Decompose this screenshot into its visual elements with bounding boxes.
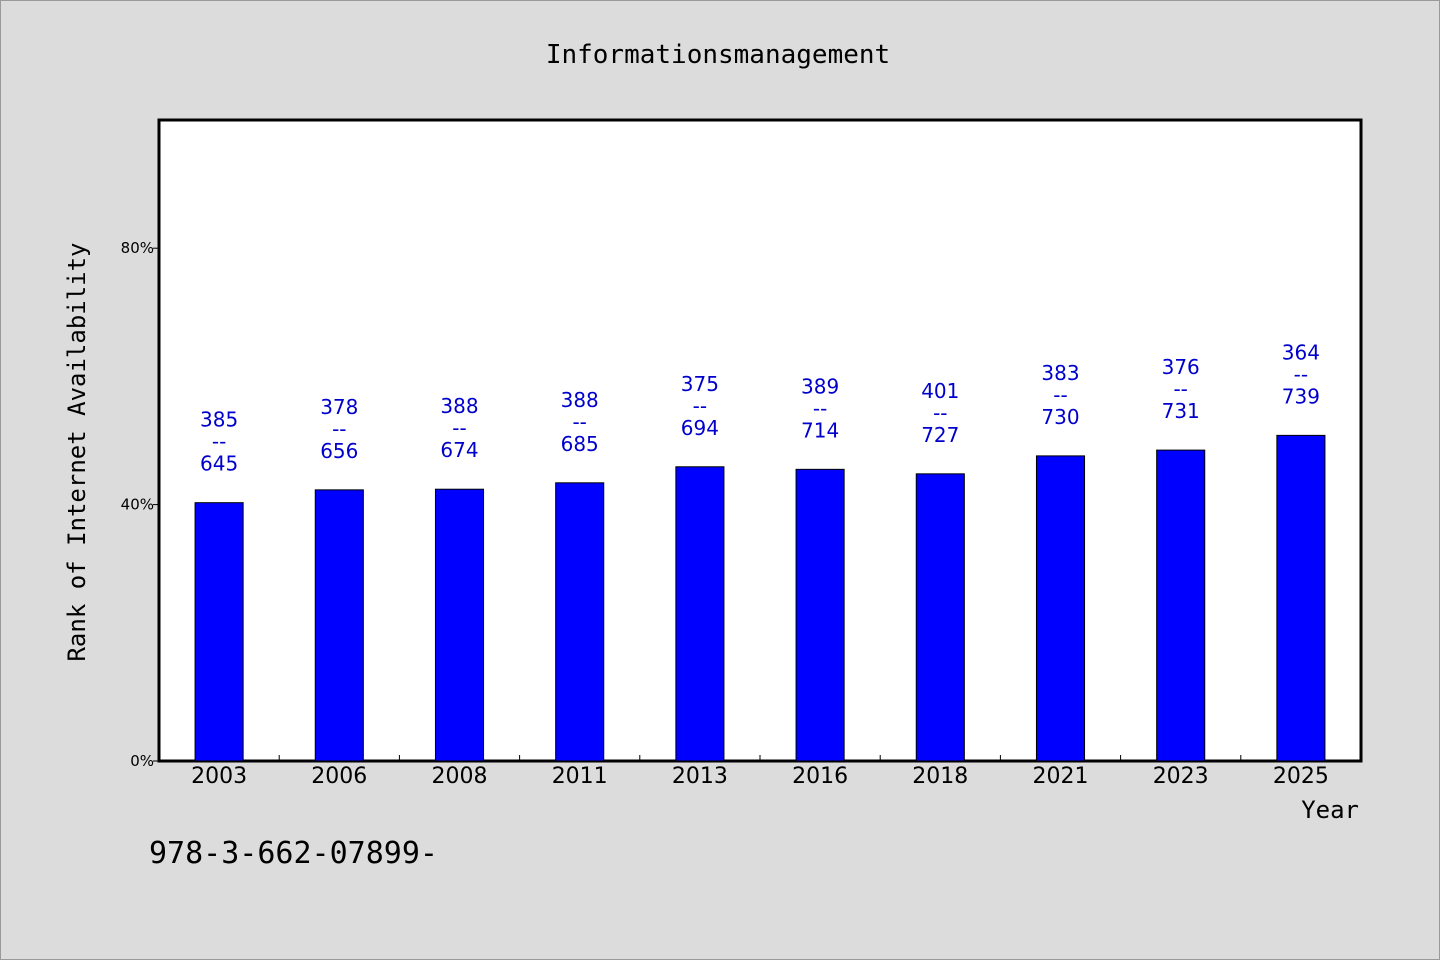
x-axis-ticks: 2003 2006 2008 2011 2013 2016 2018 2021 2023 2025 xyxy=(191,755,1329,789)
data-label-bottom: 674 xyxy=(440,438,478,462)
data-label-sep: -- xyxy=(813,396,827,420)
chart-title: Informationsmanagement xyxy=(546,40,890,70)
x-tick-label: 2018 xyxy=(912,764,968,789)
data-label-sep: -- xyxy=(212,430,226,454)
x-tick-label: 2016 xyxy=(792,764,848,789)
bar-2003 xyxy=(194,502,244,762)
y-axis-ticks: 0% 40% 80% xyxy=(121,239,159,770)
data-label-2025: 364--739 xyxy=(1282,340,1320,408)
data-label-bottom: 685 xyxy=(561,432,599,456)
data-label-2023: 376--731 xyxy=(1162,355,1200,423)
data-label-2011: 388--685 xyxy=(561,388,599,456)
bar-series xyxy=(194,434,1326,762)
data-label-sep: -- xyxy=(933,401,947,425)
bar-2008 xyxy=(434,488,485,762)
data-label-bottom: 645 xyxy=(200,452,238,476)
data-label-2003: 385--645 xyxy=(200,408,238,476)
data-label-2013: 375--694 xyxy=(681,372,719,440)
data-label-top: 378 xyxy=(320,395,358,419)
x-tick-label: 2023 xyxy=(1153,764,1209,789)
data-label-2008: 388--674 xyxy=(440,394,478,462)
y-tick-label: 40% xyxy=(121,496,154,514)
data-label-bottom: 731 xyxy=(1162,399,1200,423)
data-label-top: 388 xyxy=(561,388,599,412)
data-label-bottom: 656 xyxy=(320,439,358,463)
data-label-bottom: 727 xyxy=(921,423,959,447)
data-label-top: 383 xyxy=(1041,361,1079,385)
y-tick-label: 80% xyxy=(121,239,154,257)
x-tick-label: 2003 xyxy=(191,764,247,789)
data-label-top: 385 xyxy=(200,408,238,432)
data-label-bottom: 739 xyxy=(1282,384,1320,408)
x-tick-label: 2008 xyxy=(432,764,488,789)
bar-2006 xyxy=(314,489,364,762)
data-label-sep: -- xyxy=(1053,383,1067,407)
data-label-top: 376 xyxy=(1162,355,1200,379)
x-tick-label: 2025 xyxy=(1273,764,1329,789)
bar-2016 xyxy=(795,468,845,762)
data-label-top: 375 xyxy=(681,372,719,396)
data-label-sep: -- xyxy=(693,394,707,418)
data-label-top: 401 xyxy=(921,379,959,403)
bar-2013 xyxy=(675,466,725,762)
x-tick-label: 2021 xyxy=(1033,764,1089,789)
data-label-bottom: 730 xyxy=(1041,405,1079,429)
data-label-sep: -- xyxy=(572,410,586,434)
bar-2025 xyxy=(1276,434,1326,762)
data-label-bottom: 694 xyxy=(681,416,719,440)
data-label-top: 389 xyxy=(801,374,839,398)
data-label-2006: 378--656 xyxy=(320,395,358,463)
data-label-sep: -- xyxy=(452,416,466,440)
data-label-top: 388 xyxy=(440,394,478,418)
bar-2011 xyxy=(555,482,605,762)
x-axis-label: Year xyxy=(1301,796,1359,824)
data-label-sep: -- xyxy=(1294,362,1308,386)
y-axis-label: Rank of Internet Availability xyxy=(63,242,91,661)
bar-2021 xyxy=(1035,455,1086,762)
data-label-sep: -- xyxy=(332,417,346,441)
y-tick-label: 0% xyxy=(130,752,154,770)
x-tick-label: 2006 xyxy=(311,764,367,789)
data-label-2018: 401--727 xyxy=(921,379,959,447)
x-tick-label: 2013 xyxy=(672,764,728,789)
data-label-bottom: 714 xyxy=(801,418,839,442)
data-label-2021: 383--730 xyxy=(1041,361,1079,429)
footer-isbn: 978-3-662-07899- xyxy=(149,836,438,871)
data-label-top: 364 xyxy=(1282,340,1320,364)
data-label-sep: -- xyxy=(1173,377,1187,401)
bar-2018 xyxy=(915,473,965,762)
data-labels: 385--645378--656388--674388--685375--694… xyxy=(200,340,1320,475)
bar-2023 xyxy=(1156,449,1206,762)
data-label-2016: 389--714 xyxy=(801,374,839,442)
x-tick-label: 2011 xyxy=(552,764,608,789)
